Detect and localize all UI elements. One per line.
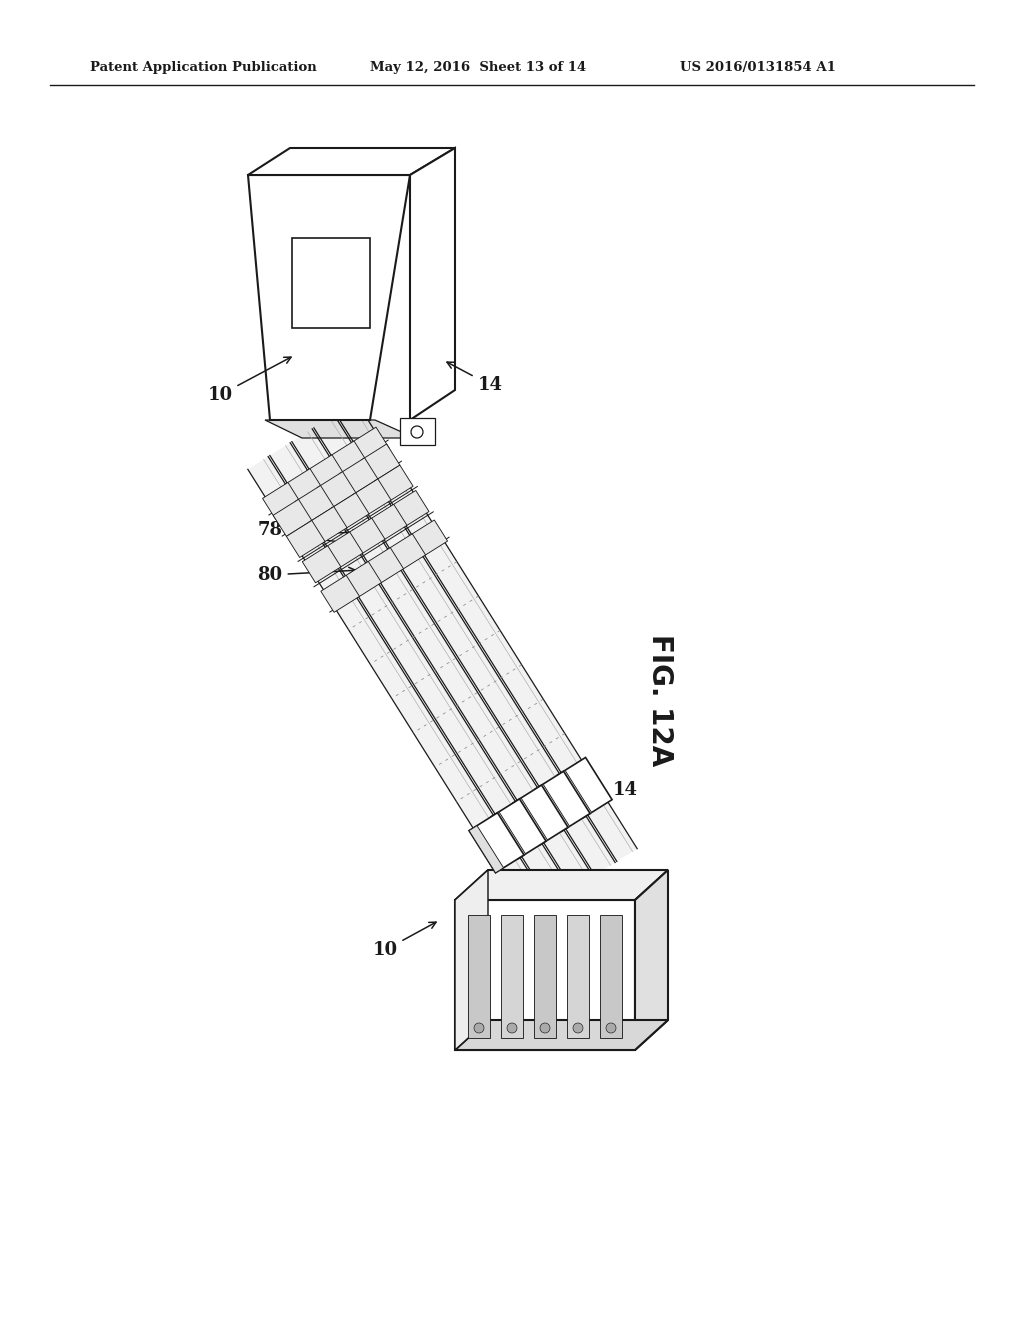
Polygon shape [390, 491, 429, 528]
Polygon shape [292, 429, 593, 890]
Text: 10: 10 [208, 358, 291, 404]
Polygon shape [369, 504, 407, 541]
Polygon shape [536, 784, 569, 832]
Polygon shape [265, 420, 415, 438]
Polygon shape [536, 771, 590, 832]
Text: Patent Application Publication: Patent Application Publication [90, 62, 316, 74]
Polygon shape [317, 471, 355, 508]
Polygon shape [270, 442, 571, 903]
Polygon shape [321, 576, 359, 612]
Text: FIG. 12A: FIG. 12A [646, 634, 674, 766]
Circle shape [540, 1023, 550, 1034]
Polygon shape [635, 870, 668, 1049]
Polygon shape [513, 785, 568, 845]
Polygon shape [534, 915, 556, 1038]
Polygon shape [287, 520, 325, 557]
Polygon shape [352, 479, 391, 516]
Polygon shape [350, 428, 389, 465]
Polygon shape [455, 1020, 668, 1049]
Polygon shape [273, 499, 311, 536]
Polygon shape [409, 520, 447, 557]
Polygon shape [295, 486, 334, 523]
Polygon shape [375, 465, 413, 502]
Polygon shape [248, 457, 549, 916]
Polygon shape [292, 238, 370, 327]
Polygon shape [557, 771, 592, 817]
Circle shape [507, 1023, 517, 1034]
Polygon shape [262, 482, 301, 520]
Circle shape [474, 1023, 484, 1034]
Polygon shape [325, 532, 362, 569]
Polygon shape [336, 401, 637, 862]
Polygon shape [400, 418, 435, 445]
Polygon shape [501, 915, 523, 1038]
Polygon shape [468, 915, 490, 1038]
Polygon shape [361, 444, 399, 480]
Polygon shape [331, 492, 369, 529]
Circle shape [606, 1023, 616, 1034]
Polygon shape [248, 176, 410, 420]
Polygon shape [557, 758, 612, 817]
Text: 78: 78 [257, 519, 326, 539]
Circle shape [573, 1023, 583, 1034]
Polygon shape [513, 799, 548, 845]
Text: May 12, 2016  Sheet 13 of 14: May 12, 2016 Sheet 13 of 14 [370, 62, 587, 74]
Polygon shape [306, 455, 345, 492]
Text: 80: 80 [257, 566, 355, 583]
Polygon shape [329, 441, 368, 478]
Polygon shape [469, 813, 524, 873]
Text: 10: 10 [373, 923, 436, 960]
Circle shape [411, 426, 423, 438]
Text: 14: 14 [446, 362, 503, 393]
Polygon shape [285, 469, 324, 506]
Text: US 2016/0131854 A1: US 2016/0131854 A1 [680, 62, 836, 74]
Polygon shape [343, 561, 382, 598]
Polygon shape [600, 915, 622, 1038]
Polygon shape [410, 148, 455, 420]
Polygon shape [492, 799, 546, 859]
Polygon shape [346, 517, 385, 556]
Polygon shape [567, 915, 589, 1038]
Text: 14: 14 [580, 781, 638, 801]
Polygon shape [469, 825, 504, 873]
Polygon shape [455, 870, 488, 1049]
Polygon shape [339, 458, 378, 495]
Polygon shape [248, 148, 455, 176]
Polygon shape [302, 545, 341, 583]
Polygon shape [492, 812, 525, 859]
Polygon shape [365, 548, 403, 585]
Polygon shape [455, 900, 635, 1049]
Polygon shape [387, 533, 426, 570]
Polygon shape [314, 414, 615, 875]
Polygon shape [455, 870, 668, 900]
Polygon shape [308, 507, 347, 544]
